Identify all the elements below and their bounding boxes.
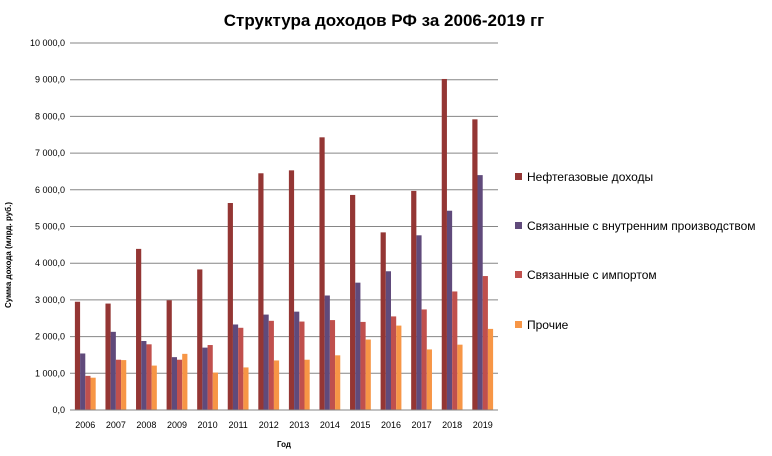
legend-label: Связанные с внутренним производством (527, 219, 756, 233)
bar (197, 269, 203, 410)
bar (258, 173, 264, 410)
bar (74, 301, 81, 410)
bar (365, 339, 371, 410)
bar (335, 355, 341, 410)
x-tick-label: 2015 (350, 420, 370, 430)
legend-label: Связанные с импортом (527, 268, 657, 282)
bar (396, 325, 402, 410)
x-tick-label: 2017 (412, 420, 432, 430)
y-axis-title: Сумма дохода (млрд. руб.) (4, 202, 13, 308)
bar (238, 327, 244, 410)
legend-swatch (515, 222, 522, 229)
bar (146, 344, 152, 410)
bar (227, 203, 233, 410)
bar (202, 347, 208, 410)
bar (212, 372, 218, 410)
bar (294, 311, 300, 410)
bar (329, 320, 336, 410)
legend-swatch (515, 173, 522, 180)
bar (141, 341, 147, 410)
bar (151, 365, 157, 410)
x-tick-label: 2019 (473, 420, 493, 430)
bar (472, 119, 478, 410)
x-tick-label: 2014 (320, 420, 340, 430)
legend-swatch (515, 321, 522, 328)
bar (105, 303, 111, 410)
bar (416, 235, 422, 410)
x-tick-label: 2016 (381, 420, 401, 430)
bar (121, 360, 127, 410)
bar (380, 232, 386, 410)
bar (166, 300, 172, 410)
y-tick-label: 0,0 (52, 405, 65, 415)
x-axis-ticks: 2006 2007 2008 2009 2010 2011 2012 2013 2014 2015… (75, 420, 492, 430)
bar (115, 359, 122, 410)
bar (299, 321, 305, 410)
bar (263, 314, 269, 410)
legend: Нефтегазовые доходы Связанные с внутренни… (515, 170, 756, 332)
bar (391, 316, 397, 410)
bar (324, 295, 330, 410)
bar (421, 309, 427, 410)
bar (477, 175, 483, 410)
x-tick-label: 2010 (198, 420, 218, 430)
bar (385, 271, 391, 410)
bar (350, 194, 356, 410)
bar (452, 291, 458, 410)
y-tick-label: 7 000,0 (35, 148, 65, 158)
y-tick-label: 2 000,0 (35, 332, 65, 342)
legend-label: Прочие (527, 318, 569, 332)
bars (74, 78, 494, 410)
y-tick-label: 6 000,0 (35, 185, 65, 195)
bar (446, 210, 453, 410)
bar (319, 137, 325, 410)
bar (110, 331, 116, 410)
y-tick-label: 10 000,0 (30, 38, 65, 48)
bar (80, 353, 86, 410)
x-tick-label: 2007 (106, 420, 126, 430)
x-tick-label: 2011 (228, 420, 247, 430)
bar (487, 328, 494, 410)
legend-swatch (515, 271, 522, 278)
y-tick-label: 8 000,0 (35, 111, 65, 121)
gridlines (70, 42, 498, 374)
y-axis-ticks: 0,0 1 000,0 2 000,0 3 000,0 4 000,0 5 000,0 6 … (30, 38, 65, 415)
x-tick-label: 2009 (167, 420, 187, 430)
bar (207, 345, 213, 410)
x-tick-label: 2006 (75, 420, 95, 430)
bar (355, 282, 361, 410)
bar (177, 359, 183, 410)
y-tick-label: 3 000,0 (35, 295, 65, 305)
bar (426, 349, 432, 410)
x-tick-label: 2018 (442, 420, 462, 430)
bar (441, 78, 447, 410)
bar (268, 320, 274, 410)
bar (360, 321, 366, 410)
bar (288, 170, 295, 410)
bar (273, 360, 280, 410)
x-tick-label: 2008 (136, 420, 156, 430)
bar (232, 324, 239, 410)
y-tick-label: 5 000,0 (35, 222, 65, 232)
legend-label: Нефтегазовые доходы (527, 170, 653, 184)
bar (90, 377, 96, 410)
bar (171, 357, 177, 410)
x-tick-label: 2012 (259, 420, 279, 430)
bar (182, 353, 188, 410)
y-tick-label: 4 000,0 (35, 258, 65, 268)
bar (243, 367, 249, 410)
chart-title: Структура доходов РФ за 2006-2019 гг (224, 11, 545, 30)
bar (411, 190, 417, 410)
x-axis-title: Год (277, 440, 291, 449)
y-tick-label: 1 000,0 (35, 368, 65, 378)
bar (136, 248, 142, 410)
y-tick-label: 9 000,0 (35, 75, 65, 85)
bar (482, 276, 488, 410)
bar (457, 344, 463, 410)
bar (304, 359, 310, 410)
bar (85, 375, 91, 410)
x-tick-label: 2013 (289, 420, 309, 430)
